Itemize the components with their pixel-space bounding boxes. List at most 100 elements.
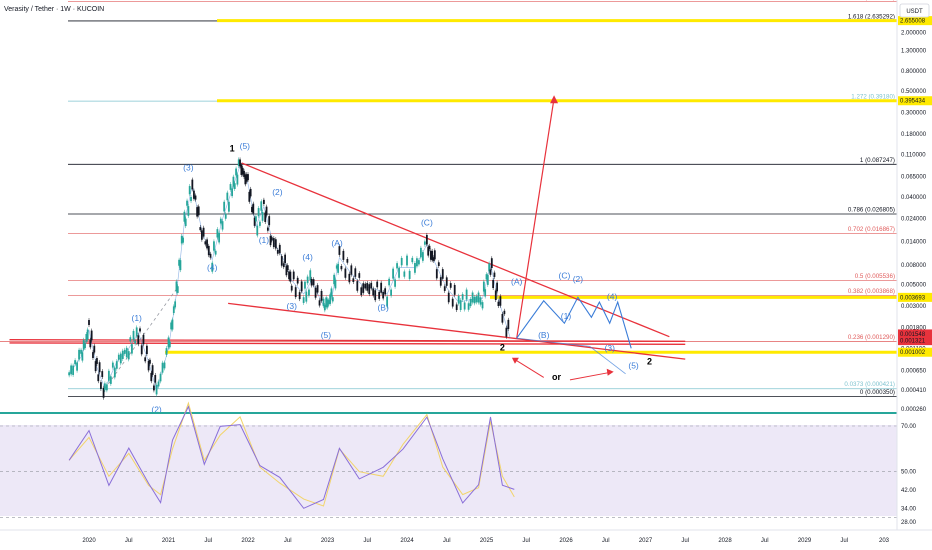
price-badge — [898, 292, 932, 302]
price-tick-label: 0.003000 — [901, 304, 927, 310]
rsi-tick-label: 70.00 — [901, 424, 917, 430]
time-tick-label: Jul — [522, 538, 530, 544]
time-tick-label: 2023 — [321, 538, 335, 544]
trendline — [228, 302, 686, 360]
fib-label: 0.236 (0.001290) — [848, 334, 895, 341]
price-badges: 2.655008 0.395434 0.003693 0.0015480.001321… — [898, 16, 932, 357]
price-tick-label: 0.024000 — [901, 217, 927, 223]
fib-label: 0.702 (0.016867) — [848, 226, 895, 233]
rsi-pane — [0, 401, 897, 518]
wave-label: (4) — [607, 292, 618, 302]
trendlines — [9, 19, 897, 390]
wave-label: (1) — [259, 235, 270, 245]
or-arrow-left — [514, 358, 545, 378]
time-tick-label: 2026 — [559, 538, 573, 544]
projection-alt — [516, 337, 626, 375]
fib-label: 1 (0.087247) — [860, 157, 895, 164]
time-tick-label: 2024 — [400, 538, 414, 544]
rsi-line — [68, 405, 515, 509]
price-tick-label: 0.005000 — [901, 283, 927, 289]
rsi-tick-label: 34.00 — [901, 506, 917, 512]
price-tick-label: 0.300000 — [901, 110, 927, 116]
price-badge — [898, 347, 932, 357]
wave-label: (4) — [302, 252, 313, 262]
trendline — [9, 339, 686, 342]
time-tick-label: Jul — [363, 538, 371, 544]
target-arrow — [516, 98, 555, 339]
price-tick-label: 0.800000 — [901, 69, 927, 75]
price-badge — [898, 329, 932, 339]
time-tick-label: Jul — [840, 538, 848, 544]
wave-label: (C) — [559, 270, 571, 280]
price-badge — [898, 16, 932, 26]
wave-label: (1) — [561, 311, 572, 321]
or-arrow-right — [569, 371, 610, 381]
price-badge-label: 0.001548 — [900, 332, 926, 338]
price-tick-label: 0.040000 — [901, 195, 927, 201]
time-axis-labels: 2020 Jul 2021 Jul 2022 Jul 2023 Jul 2024 Jul 2025 J… — [82, 538, 889, 544]
rsi-tick-label: 42.00 — [901, 488, 917, 494]
wave-label: (2) — [272, 187, 283, 197]
currency-button[interactable]: USDT — [899, 3, 930, 18]
time-tick-label: Jul — [204, 538, 212, 544]
wave-label: (5) — [628, 361, 639, 371]
wave-label: (1) — [132, 313, 143, 323]
projection-main — [516, 296, 632, 349]
price-tick-label: 0.500000 — [901, 89, 927, 95]
fib-label: 0.5 (0.005536) — [855, 273, 895, 280]
wave-label: (A) — [331, 238, 343, 248]
fib-label: 0 (0.000350) — [860, 389, 895, 396]
time-tick-label: Jul — [125, 538, 133, 544]
price-tick-label: 0.000410 — [901, 388, 927, 394]
time-tick-label: 203 — [879, 538, 890, 544]
wave-label: (3) — [183, 163, 194, 173]
wave-label: (2) — [573, 274, 584, 284]
wave-label: (C) — [421, 217, 433, 227]
price-tick-label: 0.001800 — [901, 326, 927, 332]
wave-label: (B) — [377, 303, 389, 313]
price-badge-label: 2.655008 — [900, 19, 926, 25]
price-axis — [897, 0, 932, 550]
wave-label: (3) — [287, 301, 298, 311]
time-tick-label: 2025 — [480, 538, 494, 544]
wave-label: or — [552, 372, 561, 382]
rsi-tick-label: 50.00 — [901, 470, 917, 476]
target-arrowhead — [550, 95, 559, 104]
price-badge — [898, 336, 932, 346]
time-tick-label: 2028 — [718, 538, 732, 544]
time-tick-label: Jul — [602, 538, 610, 544]
rsi-axis-labels: 70.00 50.00 42.00 34.00 28.00 — [901, 424, 917, 526]
price-tick-label: 1.300000 — [901, 49, 927, 55]
wave-label: 2 — [647, 356, 652, 366]
fib-label: 1.618 (2.635292) — [848, 13, 895, 20]
time-tick-label: Jul — [761, 538, 769, 544]
wave-label: (B) — [538, 330, 550, 340]
wave-label: 1 — [230, 144, 235, 154]
price-badge — [898, 96, 932, 106]
price-tick-label: 0.065000 — [901, 175, 927, 181]
price-tick-label: 0.000650 — [901, 368, 927, 374]
time-tick-label: 2029 — [798, 538, 812, 544]
wave-label: (3) — [605, 343, 616, 353]
price-badge-label: 0.003693 — [900, 295, 926, 301]
price-badge-label: 0.001002 — [900, 350, 926, 356]
time-tick-label: 2027 — [639, 538, 653, 544]
price-tick-label: 0.180000 — [901, 132, 927, 138]
price-series — [68, 157, 511, 400]
chart-title: Verasity / Tether · 1W · KUCOIN — [4, 6, 104, 13]
time-tick-label: 2022 — [241, 538, 255, 544]
price-axis-labels: 3.5000002.0000001.3000000.8000000.500000… — [901, 7, 927, 413]
wave-label: (2) — [151, 404, 162, 414]
wave-label: (4) — [207, 262, 218, 272]
fib-label: 0.786 (0.026805) — [848, 206, 895, 213]
price-tick-label: 0.014000 — [901, 239, 927, 245]
fib-label: 0.382 (0.003868) — [848, 288, 895, 295]
wave-label: (A) — [511, 277, 523, 287]
trendline — [241, 162, 670, 338]
wave-labels: (1) (2) (3) (4) (5) 1 (2) (1) (4) (3) (5) (A) (B) (C)… — [132, 141, 652, 414]
wave-label: (5) — [240, 141, 251, 151]
currency-button-label[interactable]: USDT — [906, 9, 923, 15]
price-tick-label: 2.000000 — [901, 31, 927, 37]
projections — [511, 296, 632, 381]
